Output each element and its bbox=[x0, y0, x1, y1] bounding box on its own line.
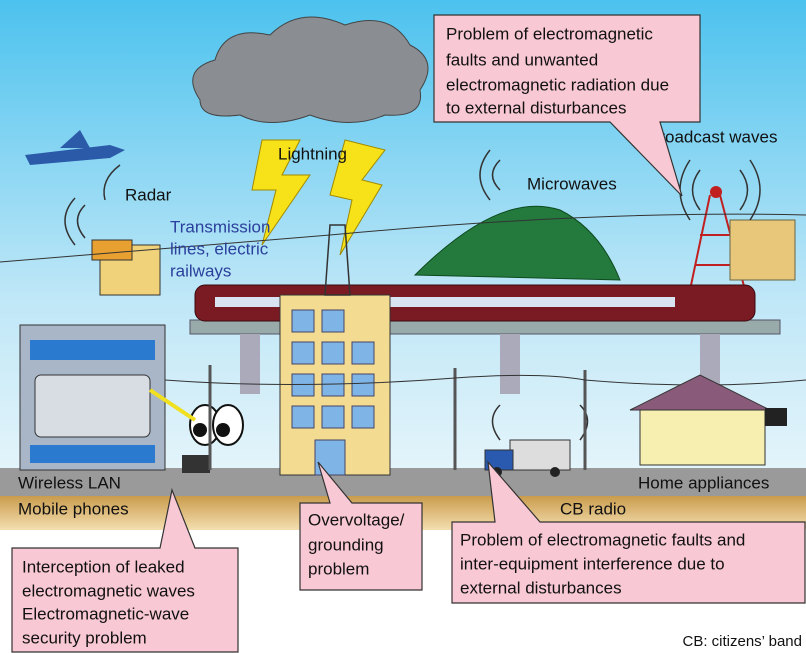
callout-line: Overvoltage/ bbox=[308, 510, 405, 529]
label-transmission: Transmission bbox=[170, 217, 270, 236]
callout-line: external disturbances bbox=[460, 578, 622, 597]
label-microwaves: Microwaves bbox=[527, 174, 617, 193]
label-lightning: Lightning bbox=[278, 144, 347, 163]
callout-line: to external disturbances bbox=[446, 98, 627, 117]
label-transmission: railways bbox=[170, 261, 231, 280]
callout-leaked: Interception of leaked electromagnetic w… bbox=[11, 487, 239, 653]
callout-external-radiation: Problem of electromagnetic faults and un… bbox=[433, 14, 701, 197]
label-radar: Radar bbox=[125, 185, 172, 204]
label-mobile-phones: Mobile phones bbox=[18, 499, 129, 518]
callout-line: security problem bbox=[22, 628, 147, 647]
callout-line: grounding bbox=[308, 535, 384, 554]
callout-line: Interception of leaked bbox=[22, 557, 185, 576]
labels: Radar Lightning Transmission lines, elec… bbox=[18, 127, 777, 518]
callout-line: Electromagnetic-wave bbox=[22, 604, 189, 623]
label-cb-radio: CB radio bbox=[560, 499, 626, 518]
callout-line: faults and unwanted bbox=[446, 50, 598, 69]
callout-overvoltage: Overvoltage/ grounding problem bbox=[299, 461, 423, 591]
callout-line: electromagnetic radiation due bbox=[446, 75, 669, 94]
label-broadcast: Broadcast waves bbox=[648, 127, 777, 146]
callout-line: Problem of electromagnetic faults and bbox=[460, 530, 745, 549]
callout-line: Problem of electromagnetic bbox=[446, 24, 653, 43]
callout-line: inter-equipment interference due to bbox=[460, 554, 725, 573]
label-home-appliances: Home appliances bbox=[638, 473, 769, 492]
footnote: CB: citizens’ band bbox=[682, 633, 802, 650]
label-transmission: lines, electric bbox=[170, 239, 269, 258]
callout-line: problem bbox=[308, 559, 369, 578]
callout-line: electromagnetic waves bbox=[22, 581, 195, 600]
label-wireless-lan: Wireless LAN bbox=[18, 473, 121, 492]
callout-interference: Problem of electromagnetic faults and in… bbox=[451, 460, 806, 604]
